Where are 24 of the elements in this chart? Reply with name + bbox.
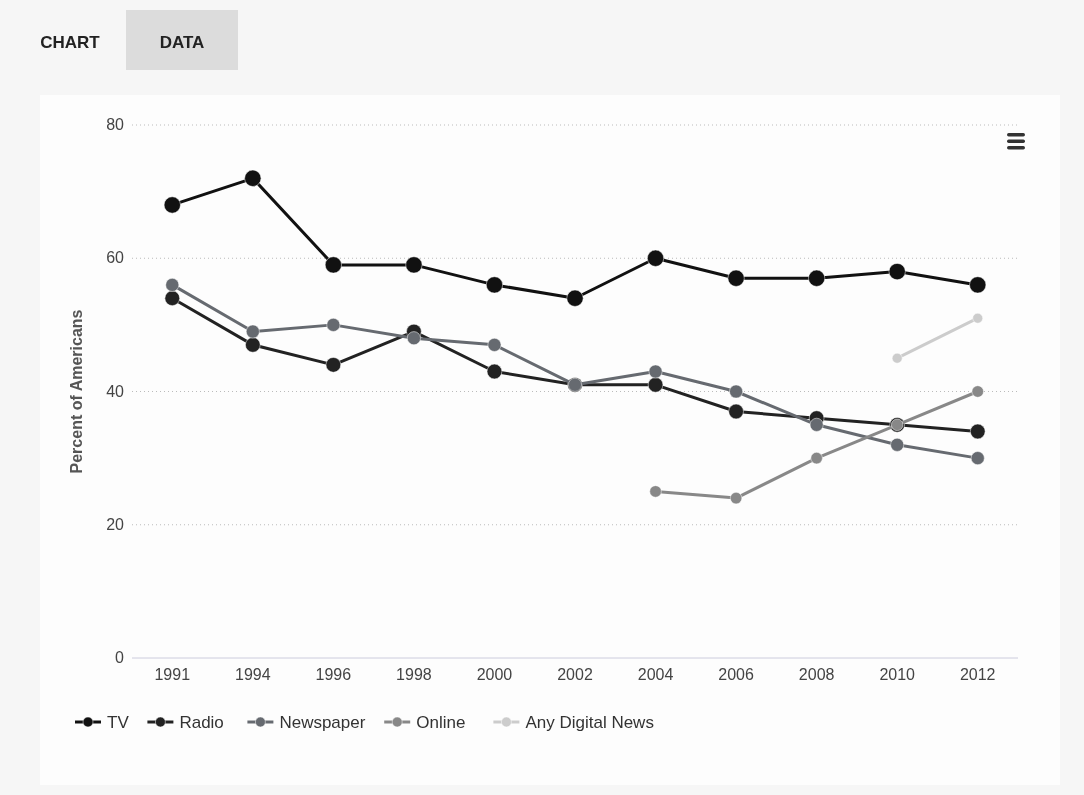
x-tick-label: 2004	[637, 666, 674, 683]
x-tick-label: 1998	[396, 666, 432, 683]
x-tick-label: 2008	[798, 666, 835, 683]
x-tick-label: 1991	[154, 666, 191, 683]
legend-label: Any Digital News	[525, 713, 654, 732]
y-tick-label: 0	[115, 649, 125, 666]
x-tick-label: 1994	[235, 666, 271, 683]
text: CHART	[40, 33, 101, 52]
x-tick-label: 2006	[718, 666, 754, 683]
legend-label: Newspaper	[279, 713, 366, 732]
y-tick-label: 40	[106, 382, 125, 400]
x-tick-label: 2012	[959, 666, 996, 683]
y-tick-label: 20	[106, 515, 125, 533]
y-axis-title: Percent of Americans	[68, 309, 85, 474]
text: DATA	[159, 33, 205, 52]
x-tick-label: 1996	[315, 666, 352, 683]
y-tick-label: 60	[106, 249, 125, 267]
x-tick-label: 2002	[557, 666, 593, 683]
legend-label: Radio	[179, 713, 224, 732]
x-tick-label: 2010	[879, 666, 916, 683]
y-tick-label: 80	[106, 116, 125, 133]
legend-label: TV	[107, 713, 130, 732]
legend-label: Online	[416, 713, 466, 732]
x-tick-label: 2000	[476, 666, 513, 683]
